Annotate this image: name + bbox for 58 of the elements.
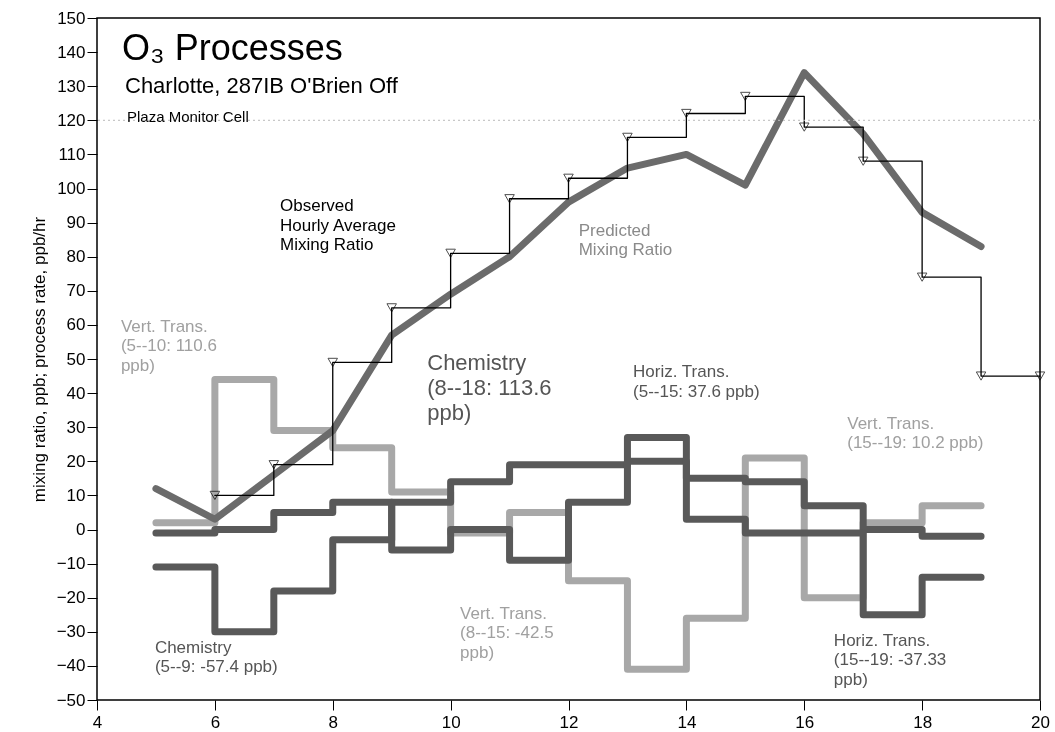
point [975, 371, 987, 381]
x-tick-label: 10 [441, 712, 461, 732]
point [740, 91, 751, 102]
annotation: Vert. Trans. (8--15: -42.5 ppb) [460, 603, 554, 662]
annotation: Plaza Monitor Cell [127, 108, 249, 125]
point [386, 303, 397, 313]
point [209, 490, 221, 501]
y-tick-label: 120 [57, 110, 86, 130]
x-tick-label: 4 [92, 712, 103, 732]
point [327, 357, 338, 368]
y-tick-label: −50 [56, 690, 86, 710]
y-tick-label: 100 [57, 179, 86, 198]
y-tick-label: 50 [66, 349, 86, 369]
y-tick-label: 10 [66, 485, 86, 505]
y-tick-label: −10 [56, 554, 86, 574]
x-tick-label: 6 [210, 712, 221, 732]
x-tick-label: 16 [795, 712, 815, 732]
point [681, 108, 692, 119]
point [799, 122, 810, 132]
x-tick-label: 12 [559, 712, 579, 732]
annotation: Vert. Trans. (15--19: 10.2 ppb) [847, 413, 984, 453]
point [857, 156, 869, 166]
annotation: Horiz. Trans. (5--15: 37.6 ppb) [633, 362, 760, 401]
point [445, 248, 456, 258]
y-tick-label: 140 [57, 42, 86, 62]
annotation: Chemistry (5--9: -57.4 ppb) [154, 637, 278, 677]
point [916, 272, 928, 282]
point [563, 173, 574, 183]
y-tick-label: −30 [56, 622, 86, 642]
y-tick-label: −40 [56, 656, 86, 676]
annotation: Vert. Trans. (5--10: 110.6 ppb) [120, 316, 217, 375]
y-tick-label: 60 [66, 315, 86, 335]
point [504, 194, 515, 204]
y-axis-title: mixing ratio, ppb; process rate, ppb/hr [29, 216, 49, 503]
x-tick-label: 20 [1031, 712, 1050, 732]
y-tick-label: 150 [57, 8, 86, 28]
y-tick-label: 90 [66, 213, 86, 233]
annotation: Observed Hourly Average Mixing Ratio [280, 196, 396, 255]
chart-title: O₃ Processes [122, 27, 343, 68]
annotation: Chemistry (8--18: 113.6 ppb) [427, 349, 552, 426]
text: Charlotte, 287IB O'Brien Off [125, 73, 399, 98]
annotation: Predicted Mixing Ratio [578, 220, 673, 260]
y-tick-label: 20 [66, 451, 86, 471]
x-tick-label: 18 [913, 712, 933, 732]
point [1034, 371, 1046, 381]
y-tick-label: 0 [76, 520, 86, 539]
point [622, 132, 633, 142]
annotation: Horiz. Trans. (15--19: -37.33 ppb) [833, 630, 947, 689]
y-tick-label: −20 [56, 588, 86, 608]
point [268, 460, 280, 470]
y-tick-label: 30 [66, 417, 86, 437]
x-tick-label: 14 [677, 712, 697, 732]
y-tick-label: 130 [57, 76, 86, 96]
y-tick-label: 40 [66, 383, 86, 403]
y-tick-label: 110 [58, 144, 86, 164]
x-tick-label: 8 [328, 712, 338, 732]
y-tick-label: 80 [66, 247, 86, 267]
y-tick-label: 70 [66, 281, 86, 301]
